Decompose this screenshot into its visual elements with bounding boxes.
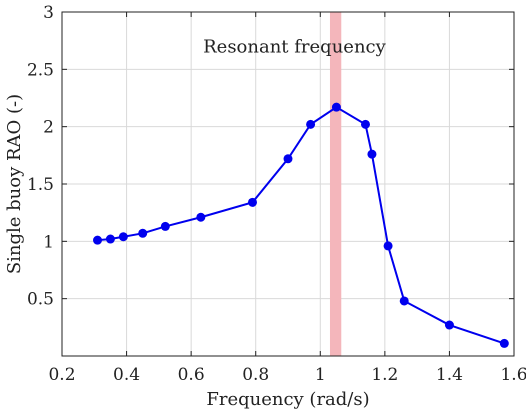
data-point — [247, 197, 257, 207]
y-axis-title: Single buoy RAO (-) — [4, 94, 25, 274]
data-point — [306, 119, 316, 129]
highlight-band-layer — [329, 12, 342, 356]
grid — [62, 12, 514, 356]
y-tick-label: 2 — [43, 118, 54, 138]
x-axis-ticks: 0.2 0.4 0.6 0.8 1 1.2 1.4 1.6 — [48, 12, 526, 385]
data-point — [283, 154, 293, 164]
x-tick-label: 1.6 — [500, 365, 526, 385]
data-point — [499, 338, 509, 348]
x-tick-label: 1.2 — [371, 365, 398, 385]
x-tick-label: 1 — [315, 365, 326, 385]
data-point — [383, 241, 393, 251]
resonant-band — [329, 12, 342, 356]
y-tick-label: 0.5 — [27, 290, 54, 310]
data-point — [444, 320, 454, 330]
data-point — [160, 221, 170, 231]
rao-series-line — [97, 105, 505, 345]
data-point — [118, 232, 128, 242]
data-point — [196, 212, 206, 222]
data-point — [367, 149, 377, 159]
data-point — [138, 228, 148, 238]
y-tick-label: 1 — [43, 232, 54, 252]
x-tick-label: 0.4 — [113, 365, 140, 385]
resonant-frequency-annotation: Resonant frequency — [203, 36, 387, 57]
data-point — [105, 234, 115, 244]
y-tick-label: 1.5 — [27, 175, 54, 195]
data-point — [360, 119, 370, 129]
y-tick-label: 2.5 — [27, 60, 54, 80]
y-tick-label: 3 — [43, 3, 54, 23]
series-layer — [93, 102, 509, 348]
data-point — [399, 296, 409, 306]
y-axis-ticks: 0.5 1 1.5 2 2.5 3 — [27, 3, 514, 310]
x-tick-label: 1.4 — [436, 365, 463, 385]
x-tick-label: 0.8 — [242, 365, 269, 385]
x-axis-title: Frequency (rad/s) — [206, 389, 369, 410]
data-point — [331, 102, 341, 112]
x-tick-label: 0.6 — [178, 365, 205, 385]
x-tick-label: 0.2 — [48, 365, 75, 385]
data-point — [93, 235, 103, 245]
